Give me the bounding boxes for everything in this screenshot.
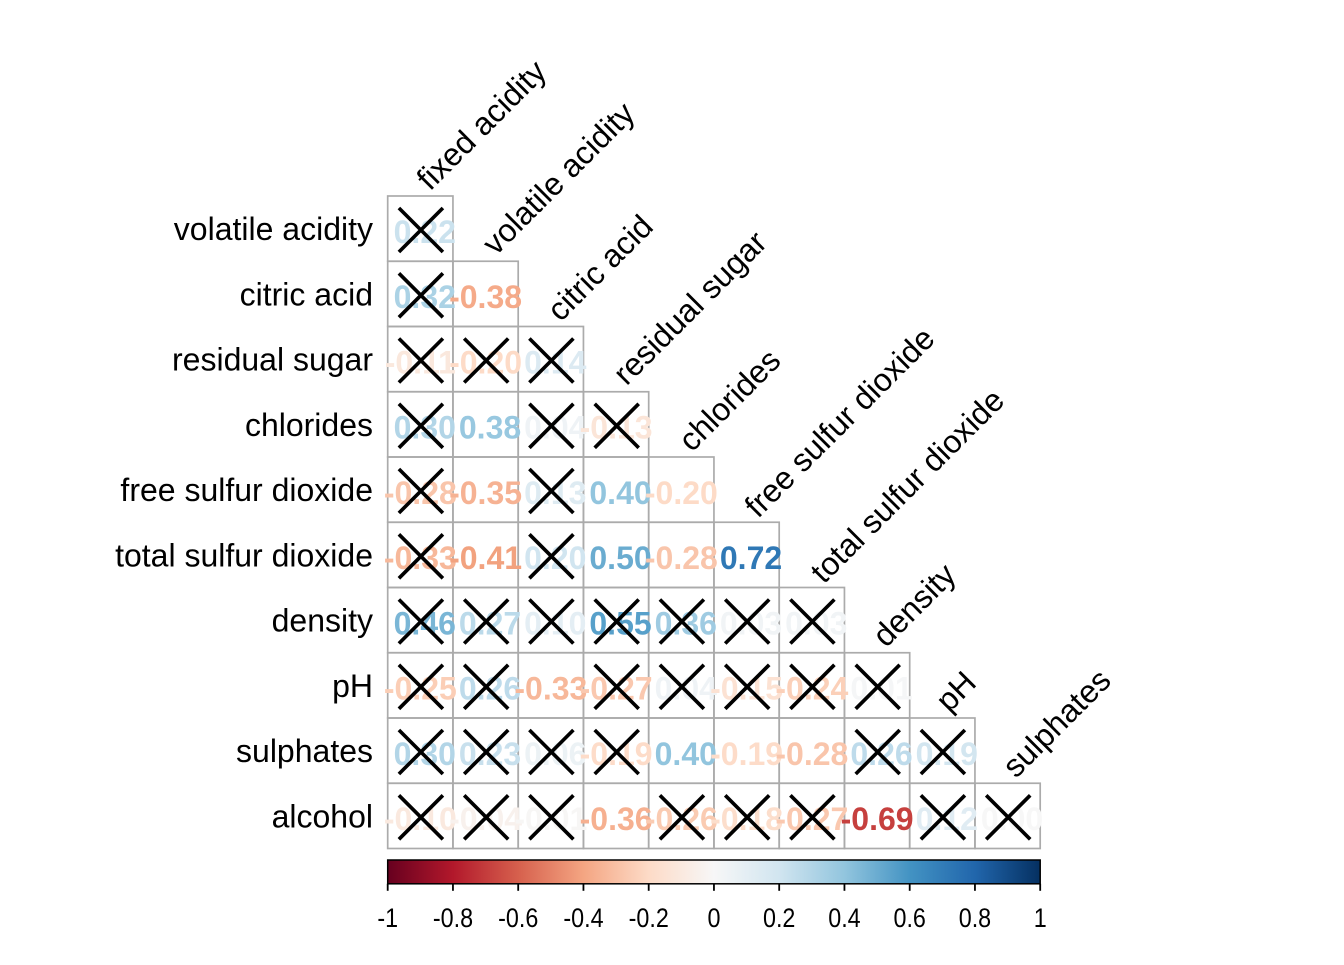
svg-text:-0.36: -0.36 [580, 801, 653, 837]
svg-text:0.2: 0.2 [763, 903, 795, 933]
svg-text:0.4: 0.4 [828, 903, 860, 933]
svg-text:chlorides: chlorides [245, 407, 373, 443]
svg-text:sulphates: sulphates [236, 733, 373, 769]
svg-text:-0.28: -0.28 [645, 540, 718, 576]
svg-text:free sulfur dioxide: free sulfur dioxide [120, 472, 373, 508]
svg-text:-0.69: -0.69 [841, 801, 914, 837]
svg-text:volatile acidity: volatile acidity [174, 211, 373, 247]
svg-text:-0.19: -0.19 [710, 736, 783, 772]
svg-text:-0.38: -0.38 [449, 279, 522, 315]
svg-text:pH: pH [332, 668, 373, 704]
svg-text:0.6: 0.6 [894, 903, 926, 933]
svg-text:0.50: 0.50 [589, 540, 651, 576]
svg-text:0.40: 0.40 [655, 736, 717, 772]
svg-text:alcohol: alcohol [272, 798, 373, 834]
svg-text:density: density [272, 603, 373, 639]
svg-text:0.40: 0.40 [589, 475, 651, 511]
svg-text:1: 1 [1034, 903, 1047, 933]
svg-text:-1: -1 [377, 903, 398, 933]
svg-text:0: 0 [707, 903, 720, 933]
svg-text:-0.41: -0.41 [449, 540, 522, 576]
svg-text:-0.33: -0.33 [514, 671, 587, 707]
svg-text:total sulfur dioxide: total sulfur dioxide [115, 537, 373, 573]
svg-text:0.8: 0.8 [959, 903, 991, 933]
svg-text:0.72: 0.72 [720, 540, 782, 576]
svg-text:citric acid: citric acid [240, 276, 373, 312]
svg-text:-0.6: -0.6 [498, 903, 538, 933]
svg-text:-0.28: -0.28 [775, 736, 848, 772]
svg-text:-0.2: -0.2 [629, 903, 669, 933]
svg-text:0.38: 0.38 [459, 410, 521, 446]
svg-text:-0.4: -0.4 [563, 903, 603, 933]
svg-text:-0.35: -0.35 [449, 475, 522, 511]
svg-text:-0.20: -0.20 [645, 475, 718, 511]
svg-text:residual sugar: residual sugar [172, 342, 373, 378]
svg-text:-0.8: -0.8 [433, 903, 473, 933]
